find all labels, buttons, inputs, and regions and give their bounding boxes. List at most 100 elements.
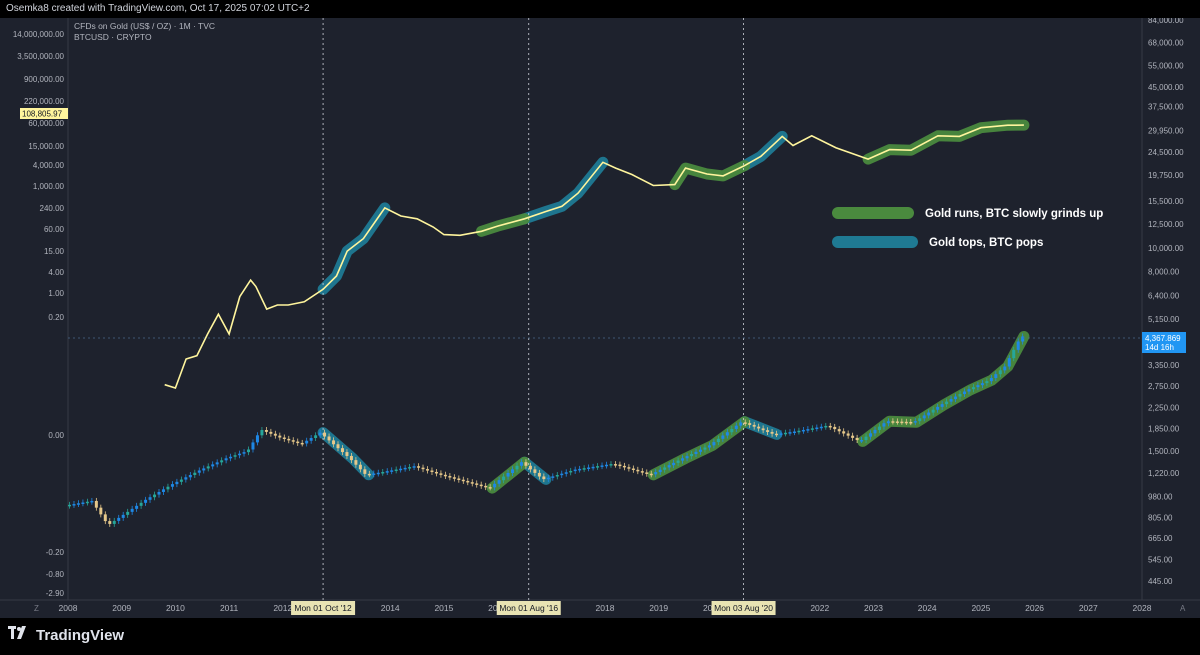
gold-candle: [461, 479, 465, 482]
gold-candles-layer: [68, 333, 1025, 527]
left-axis-tick-label: 15,000.00: [28, 142, 64, 151]
legend-symbol-line[interactable]: CFDs on Gold (US$ / OZ) · 1M · TVC: [74, 21, 215, 31]
gold-candle: [264, 430, 268, 432]
gold-candle: [242, 452, 246, 454]
gold-candle: [340, 448, 344, 453]
gold-candle: [515, 465, 519, 470]
gold-candle: [582, 468, 586, 470]
gold-candle: [434, 471, 438, 474]
gold-candle: [895, 421, 899, 423]
left-axis-tick-label: 4,000.00: [33, 161, 65, 170]
gold-candle: [730, 428, 734, 433]
time-axis-tick-label: 2028: [1133, 603, 1152, 613]
gold-candle: [860, 440, 864, 442]
gold-candle: [273, 433, 277, 436]
gold-candle: [985, 381, 989, 384]
gold-candle: [877, 426, 881, 430]
gold-candle: [645, 472, 649, 474]
left-axis-ticks: 58,000,000.0014,000,000.003,500,000.0090…: [13, 8, 65, 598]
gold-candle: [497, 480, 501, 484]
gold-candle: [287, 438, 291, 441]
gold-candle: [703, 447, 707, 450]
gold-candle: [148, 497, 152, 500]
left-axis-tick-label: 3,500,000.00: [17, 52, 64, 61]
gold-candle: [193, 472, 197, 475]
time-axis-tick-label: 2025: [971, 603, 990, 613]
gold-candle: [215, 462, 219, 465]
gold-candle: [439, 473, 443, 475]
gold-candle: [90, 500, 94, 503]
gold-candle: [76, 503, 80, 505]
time-axis-tick-label: 2015: [434, 603, 453, 613]
gold-candle: [627, 467, 631, 469]
right-axis-tick-label: 805.00: [1148, 514, 1173, 523]
gold-candle: [828, 425, 832, 428]
chart-svg[interactable]: 84,000.00 68,000.00 55,000.00 45,000.00 37,5…: [0, 8, 1200, 618]
gold-candle: [166, 486, 170, 490]
gold-candle: [417, 466, 421, 468]
tradingview-wordmark: TradingView: [36, 626, 125, 644]
gold-candle: [886, 421, 890, 424]
gold-candle: [618, 464, 622, 467]
gold-candle: [681, 458, 685, 461]
gold-candle: [963, 391, 966, 395]
gold-candle: [135, 505, 139, 509]
gold-candle: [546, 477, 550, 480]
gold-candle: [184, 477, 188, 480]
gold-candle: [519, 462, 523, 466]
time-axis-tick-label: 2010: [166, 603, 185, 613]
right-axis-tick-label: 15,500.00: [1148, 197, 1184, 206]
gold-candle: [296, 441, 300, 444]
right-axis-tick-label: 1,220.00: [1148, 469, 1180, 478]
left-axis-tick-label: 15.00: [44, 247, 65, 256]
right-axis-tick-label: 6,400.00: [1148, 292, 1180, 301]
time-axis-ticks: 2008200920102011201220132014201520162017…: [59, 603, 1152, 613]
time-axis-tick-label: 2014: [381, 603, 400, 613]
gold-candle: [752, 424, 756, 427]
right-axis-tick-label: 1,850.00: [1148, 424, 1180, 433]
gold-candle: [175, 481, 179, 485]
btc-badge-value: 108,805.97: [22, 110, 63, 119]
left-axis-tick-label: 4.00: [48, 268, 64, 277]
gold-candle: [493, 483, 497, 488]
gold-candle: [873, 429, 877, 434]
gold-candle: [891, 421, 895, 423]
axis-corner-a[interactable]: A: [1180, 604, 1186, 613]
gold-candle: [130, 508, 134, 512]
time-axis-tick-label: 2023: [864, 603, 883, 613]
gold-candle: [569, 470, 573, 473]
btc-badge-bg: [20, 108, 68, 119]
left-axis-tick-label: 60.00: [44, 225, 65, 234]
axis-corner-z[interactable]: Z: [34, 604, 39, 613]
gold-candle: [179, 479, 183, 482]
gold-candle: [229, 456, 233, 459]
gold-candle: [394, 469, 398, 472]
gold-candle: [197, 470, 201, 473]
gold-candle: [578, 468, 582, 471]
tradingview-logo[interactable]: TradingView: [8, 626, 124, 644]
legend-second-symbol[interactable]: BTCUSD · CRYPTO: [74, 32, 152, 42]
gold-candle: [945, 401, 949, 405]
gold-candle: [484, 485, 488, 488]
gold-candle: [542, 476, 546, 480]
gold-candle: [502, 476, 506, 481]
gold-candle: [605, 464, 608, 467]
right-axis-tick-label: 2,250.00: [1148, 404, 1180, 413]
chart-frame[interactable]: 84,000.00 68,000.00 55,000.00 45,000.00 37,5…: [0, 8, 1200, 618]
gold-candle: [989, 378, 993, 382]
left-axis-tick-label: 60,000.00: [28, 119, 64, 128]
time-axis-tick-label: 2022: [810, 603, 829, 613]
gold-candle: [622, 465, 626, 468]
gold-candle: [672, 462, 676, 466]
gold-candle: [631, 468, 635, 471]
gold-candle: [475, 483, 479, 485]
gold-candle: [99, 507, 103, 515]
gold-candle: [443, 474, 447, 477]
gold-candle: [560, 473, 564, 476]
gold-candle: [864, 436, 868, 441]
gold-candle: [188, 474, 192, 478]
right-axis-tick-label: 37,500.00: [1148, 102, 1184, 111]
gold-candle: [694, 451, 698, 454]
gold-candle: [1012, 349, 1016, 359]
gold-candle: [220, 460, 224, 463]
